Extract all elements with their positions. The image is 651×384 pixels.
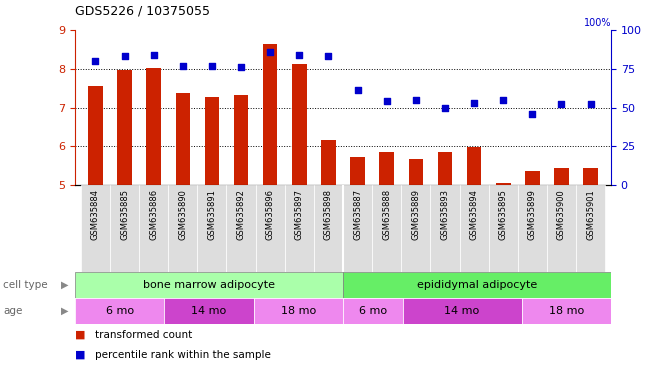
- Point: [527, 111, 538, 117]
- Text: 18 mo: 18 mo: [281, 306, 316, 316]
- Point: [148, 52, 159, 58]
- Bar: [460, 185, 489, 272]
- Bar: [350, 157, 365, 185]
- Bar: [372, 185, 401, 272]
- Bar: [554, 168, 569, 185]
- Bar: [254, 298, 343, 324]
- Text: GSM635901: GSM635901: [586, 189, 595, 240]
- Text: 100%: 100%: [583, 18, 611, 28]
- Text: GSM635899: GSM635899: [528, 189, 537, 240]
- Bar: [197, 185, 227, 272]
- Bar: [314, 185, 343, 272]
- Bar: [489, 185, 518, 272]
- Point: [324, 53, 334, 60]
- Text: epididymal adipocyte: epididymal adipocyte: [417, 280, 537, 290]
- Bar: [292, 64, 307, 185]
- Bar: [117, 70, 132, 185]
- Bar: [146, 68, 161, 185]
- Bar: [321, 141, 336, 185]
- Text: ▶: ▶: [61, 280, 68, 290]
- Text: 6 mo: 6 mo: [105, 306, 133, 316]
- Bar: [164, 298, 254, 324]
- Bar: [88, 86, 103, 185]
- Point: [411, 97, 421, 103]
- Bar: [234, 95, 248, 185]
- Text: 6 mo: 6 mo: [359, 306, 387, 316]
- Bar: [284, 185, 314, 272]
- Text: age: age: [3, 306, 23, 316]
- Text: GSM635895: GSM635895: [499, 189, 508, 240]
- Point: [119, 53, 130, 60]
- Text: 14 mo: 14 mo: [191, 306, 227, 316]
- Point: [439, 104, 450, 111]
- Text: GSM635887: GSM635887: [353, 189, 362, 240]
- Point: [236, 64, 246, 70]
- Text: GSM635890: GSM635890: [178, 189, 187, 240]
- Bar: [380, 152, 394, 185]
- Bar: [576, 185, 605, 272]
- Bar: [75, 272, 343, 298]
- Point: [469, 100, 479, 106]
- Bar: [518, 185, 547, 272]
- Bar: [75, 298, 164, 324]
- Text: transformed count: transformed count: [94, 330, 192, 340]
- Bar: [176, 93, 190, 185]
- Bar: [256, 185, 284, 272]
- Point: [90, 58, 101, 64]
- Bar: [547, 185, 576, 272]
- Text: GSM635885: GSM635885: [120, 189, 129, 240]
- Point: [498, 97, 508, 103]
- Text: cell type: cell type: [3, 280, 48, 290]
- Bar: [343, 185, 372, 272]
- Text: GSM635892: GSM635892: [236, 189, 245, 240]
- Text: percentile rank within the sample: percentile rank within the sample: [94, 350, 270, 360]
- Bar: [496, 183, 510, 185]
- Text: GSM635897: GSM635897: [295, 189, 304, 240]
- Text: 18 mo: 18 mo: [549, 306, 584, 316]
- Bar: [402, 298, 521, 324]
- Bar: [227, 185, 256, 272]
- Text: ■: ■: [75, 350, 85, 360]
- Point: [294, 52, 305, 58]
- Point: [207, 63, 217, 69]
- Text: GSM635888: GSM635888: [382, 189, 391, 240]
- Text: GSM635898: GSM635898: [324, 189, 333, 240]
- Point: [556, 101, 566, 108]
- Text: bone marrow adipocyte: bone marrow adipocyte: [143, 280, 275, 290]
- Text: GSM635891: GSM635891: [208, 189, 216, 240]
- Bar: [583, 167, 598, 185]
- Bar: [401, 185, 430, 272]
- Text: ■: ■: [75, 330, 85, 340]
- Bar: [467, 147, 481, 185]
- Text: GSM635886: GSM635886: [149, 189, 158, 240]
- Text: GSM635896: GSM635896: [266, 189, 275, 240]
- Bar: [139, 185, 168, 272]
- Point: [381, 98, 392, 104]
- Point: [265, 49, 275, 55]
- Point: [352, 88, 363, 94]
- Text: GSM635894: GSM635894: [469, 189, 478, 240]
- Point: [178, 63, 188, 69]
- Bar: [521, 298, 611, 324]
- Text: GDS5226 / 10375055: GDS5226 / 10375055: [75, 5, 210, 18]
- Text: ▶: ▶: [61, 306, 68, 316]
- Bar: [110, 185, 139, 272]
- Text: GSM635884: GSM635884: [91, 189, 100, 240]
- Bar: [409, 159, 423, 185]
- Point: [585, 101, 596, 108]
- Bar: [204, 97, 219, 185]
- Bar: [343, 272, 611, 298]
- Bar: [81, 185, 110, 272]
- Text: GSM635889: GSM635889: [411, 189, 421, 240]
- Bar: [343, 298, 402, 324]
- Bar: [168, 185, 197, 272]
- Bar: [437, 152, 452, 185]
- Bar: [430, 185, 460, 272]
- Text: GSM635893: GSM635893: [441, 189, 449, 240]
- Bar: [263, 43, 277, 185]
- Bar: [525, 170, 540, 185]
- Text: GSM635900: GSM635900: [557, 189, 566, 240]
- Text: 14 mo: 14 mo: [445, 306, 480, 316]
